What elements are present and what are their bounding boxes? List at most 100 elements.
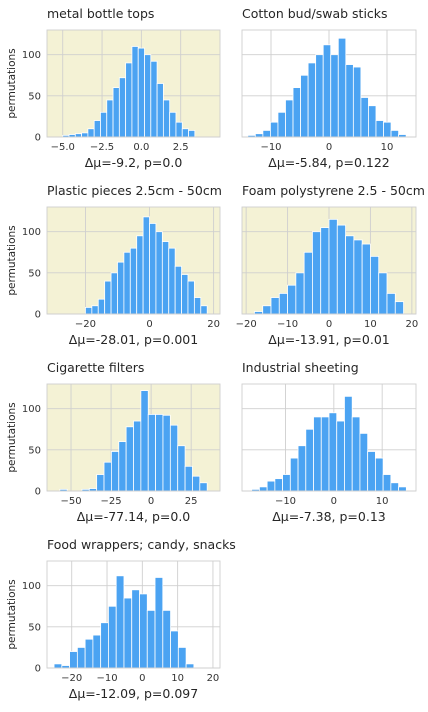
y-axis-label: permutations (6, 225, 18, 295)
y-tick-label: 0 (35, 664, 41, 675)
histogram-bar (137, 47, 145, 138)
histogram-bar (154, 577, 164, 669)
histogram-bar (313, 416, 322, 492)
histogram-panel-5: Cigarette filters −50 −25 0 25 0 50 100 permutat… (6, 360, 221, 524)
histogram-bar (378, 272, 388, 315)
histogram-bar (322, 44, 332, 138)
histogram-bar (131, 589, 140, 669)
y-tick-label: 50 (28, 91, 41, 102)
histogram-bar (139, 593, 148, 669)
panel-title: Cotton bud/swab sticks (242, 6, 388, 21)
histogram-panel-1: metal bottle tops −5.0 −2.5 0.0 2.5 0 50 100 per… (6, 6, 221, 170)
histogram-bar (142, 216, 150, 315)
histogram-bar (106, 99, 114, 138)
panel-title: Foam polystyrene 2.5 - 50cm (242, 183, 425, 198)
histogram-bar (177, 445, 186, 492)
plot-frame (241, 29, 417, 138)
x-tick-label: 20 (207, 319, 220, 330)
panel-title: Food wrappers; candy, snacks (47, 537, 236, 552)
histogram-bar (359, 432, 369, 492)
x-tick-label: −20 (75, 319, 96, 330)
histogram-bar (184, 465, 193, 492)
histogram-bar (328, 412, 338, 492)
histogram-bar (368, 105, 377, 138)
x-tick-label: −50 (60, 496, 81, 507)
histogram-bar (131, 46, 139, 138)
y-tick-label: 50 (28, 445, 41, 456)
y-axis-label: permutations (6, 402, 18, 472)
histogram-bar (312, 231, 322, 315)
histogram-bar (140, 390, 149, 492)
y-tick-label: 100 (22, 581, 41, 592)
histogram-bar (351, 416, 361, 492)
y-tick-label: 0 (35, 133, 41, 144)
panel-title: Industrial sheeting (242, 360, 359, 375)
histogram-bar (289, 457, 299, 492)
histogram-bar (169, 111, 177, 138)
histogram-bar (258, 486, 268, 492)
histogram-bar (125, 62, 133, 138)
histogram-bar (374, 457, 384, 492)
x-tick-label: −10 (277, 319, 298, 330)
histogram-panel-6: Industrial sheeting −10 0 10 Δμ=-7.38, p=0.1… (241, 360, 417, 524)
histogram-bar (383, 121, 392, 138)
histogram-bar (123, 597, 133, 669)
x-tick-label: 10 (376, 496, 389, 507)
x-tick-label: −10 (260, 142, 281, 153)
plot-frame (46, 383, 221, 492)
x-tick-label: −10 (96, 673, 117, 684)
y-tick-label: 0 (35, 487, 41, 498)
histogram-bar (320, 416, 330, 492)
histogram-bar (270, 121, 279, 138)
y-tick-label: 50 (28, 622, 41, 633)
histogram-bar (394, 301, 404, 315)
histogram-bar (345, 64, 354, 138)
plot-frame (46, 560, 221, 669)
histogram-bar (93, 120, 101, 138)
x-tick-label: 10 (364, 319, 377, 330)
histogram-bar (192, 475, 201, 492)
histogram-bar (103, 461, 112, 492)
histogram-bar (315, 54, 324, 138)
histogram-bar (193, 297, 202, 315)
histogram-bar (185, 663, 195, 669)
histogram-bar (174, 265, 182, 315)
histogram-bar (100, 111, 108, 138)
histogram-bar (336, 420, 345, 492)
histogram-bar (69, 651, 78, 669)
plot-frame (46, 29, 221, 138)
histogram-bar (133, 420, 142, 492)
histogram-bar (162, 414, 171, 492)
histogram-bar (156, 83, 164, 138)
plot-frame (241, 206, 417, 315)
histogram-bar (150, 60, 158, 138)
histogram-bar (300, 74, 309, 138)
x-tick-label: 0 (331, 496, 337, 507)
histogram-bar (161, 241, 170, 315)
histogram-bar (295, 272, 305, 315)
histogram-bar (118, 441, 127, 492)
histogram-panel-3: Plastic pieces 2.5cm - 50cm −20 0 20 0 50 100 p… (6, 183, 222, 347)
histogram-bar (297, 445, 307, 492)
histogram-bar (155, 231, 163, 315)
histogram-bar (175, 121, 183, 138)
histogram-bar (282, 474, 291, 492)
histogram-bar (344, 395, 353, 492)
histogram-bar (398, 486, 407, 492)
x-tick-label: −5.0 (51, 142, 75, 153)
y-axis-label: permutations (6, 579, 18, 649)
histogram-bar (262, 305, 272, 315)
histogram-bar (337, 37, 347, 138)
histogram-bar (162, 99, 171, 138)
histogram-bar (125, 426, 134, 492)
histogram-bar (361, 243, 371, 315)
y-tick-label: 100 (22, 227, 41, 238)
y-tick-label: 50 (28, 268, 41, 279)
histogram-bar (320, 227, 330, 315)
histogram-bar (199, 482, 208, 492)
histogram-bar (123, 251, 131, 315)
histogram-bar (84, 638, 94, 669)
panel-title: Plastic pieces 2.5cm - 50cm (47, 183, 222, 198)
histogram-bar (146, 609, 156, 669)
histogram-bar (104, 280, 112, 315)
